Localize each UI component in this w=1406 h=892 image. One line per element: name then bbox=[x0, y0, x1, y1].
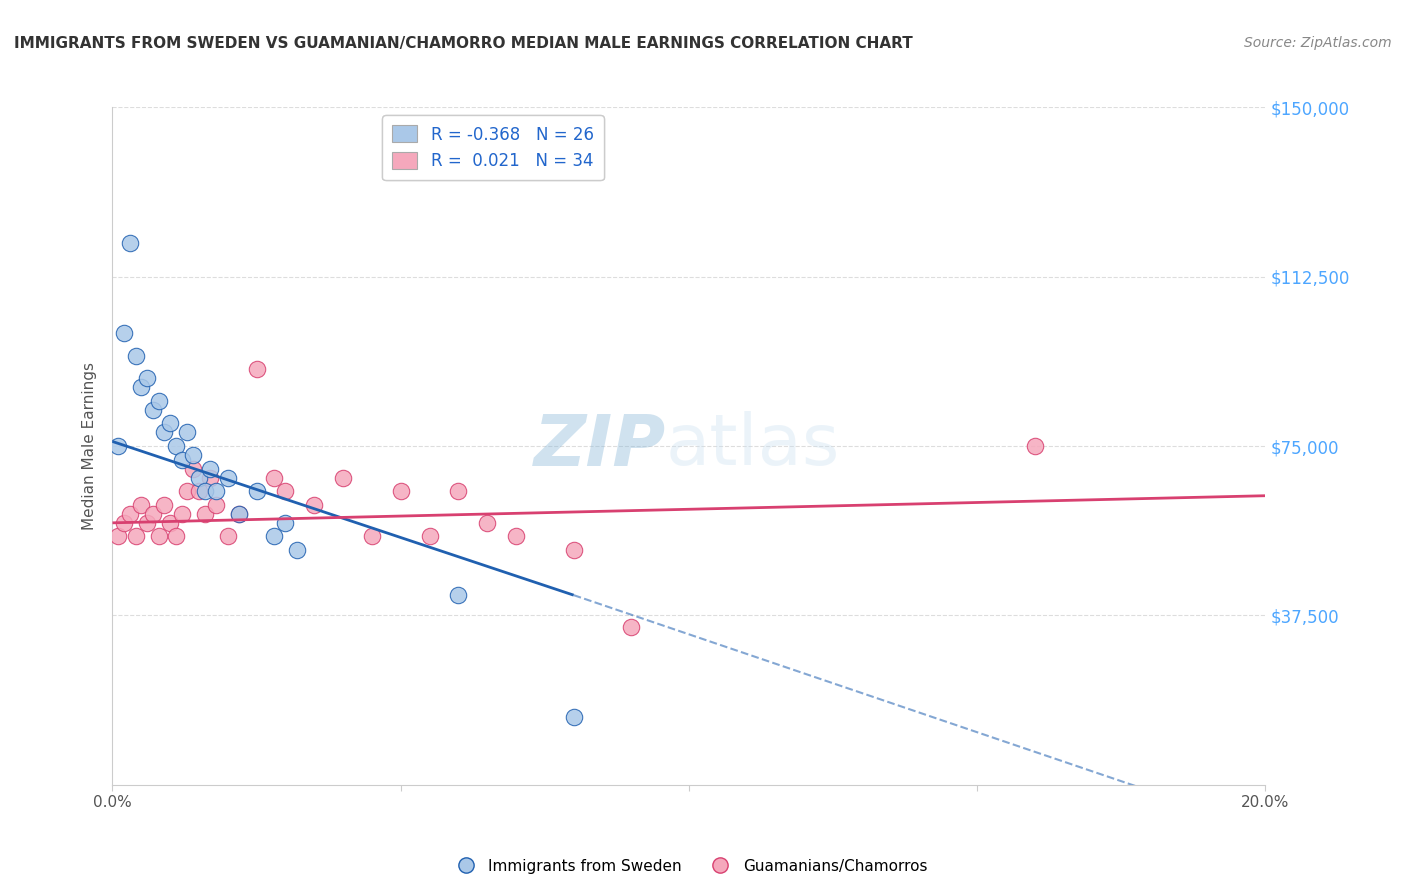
Point bbox=[159, 417, 181, 431]
Point bbox=[200, 470, 222, 484]
Point bbox=[228, 507, 250, 521]
Point bbox=[159, 516, 181, 530]
Point bbox=[304, 498, 326, 512]
Point bbox=[107, 439, 129, 453]
Point bbox=[228, 507, 250, 521]
Point bbox=[194, 507, 217, 521]
Point bbox=[274, 516, 297, 530]
Point bbox=[285, 543, 308, 558]
Point bbox=[217, 529, 239, 543]
Point bbox=[263, 529, 285, 543]
Point bbox=[176, 484, 198, 499]
Legend: R = -0.368   N = 26, R =  0.021   N = 34: R = -0.368 N = 26, R = 0.021 N = 34 bbox=[382, 115, 603, 180]
Legend: Immigrants from Sweden, Guamanians/Chamorros: Immigrants from Sweden, Guamanians/Chamo… bbox=[444, 853, 934, 880]
Point bbox=[153, 425, 176, 440]
Point bbox=[148, 393, 170, 408]
Point bbox=[129, 498, 153, 512]
Point bbox=[188, 470, 211, 484]
Point bbox=[148, 529, 170, 543]
Point bbox=[246, 484, 269, 499]
Point bbox=[217, 470, 239, 484]
Y-axis label: Median Male Earnings: Median Male Earnings bbox=[82, 362, 97, 530]
Text: ZIP: ZIP bbox=[534, 411, 666, 481]
Text: Source: ZipAtlas.com: Source: ZipAtlas.com bbox=[1244, 36, 1392, 50]
Point bbox=[1024, 439, 1046, 453]
Point bbox=[118, 235, 141, 250]
Point bbox=[332, 470, 354, 484]
Point bbox=[194, 484, 217, 499]
Text: atlas: atlas bbox=[666, 411, 841, 481]
Point bbox=[118, 507, 141, 521]
Point bbox=[263, 470, 285, 484]
Point bbox=[181, 461, 204, 475]
Point bbox=[389, 484, 412, 499]
Point bbox=[165, 439, 187, 453]
Point bbox=[620, 620, 643, 634]
Point bbox=[170, 507, 193, 521]
Point bbox=[274, 484, 297, 499]
Point bbox=[165, 529, 187, 543]
Point bbox=[181, 448, 204, 462]
Point bbox=[447, 484, 470, 499]
Point bbox=[205, 484, 228, 499]
Point bbox=[176, 425, 198, 440]
Point bbox=[170, 452, 193, 467]
Point bbox=[188, 484, 211, 499]
Point bbox=[505, 529, 527, 543]
Point bbox=[129, 380, 153, 394]
Point bbox=[200, 461, 222, 475]
Point bbox=[246, 362, 269, 376]
Point bbox=[124, 349, 146, 363]
Point bbox=[205, 498, 228, 512]
Point bbox=[475, 516, 499, 530]
Text: IMMIGRANTS FROM SWEDEN VS GUAMANIAN/CHAMORRO MEDIAN MALE EARNINGS CORRELATION CH: IMMIGRANTS FROM SWEDEN VS GUAMANIAN/CHAM… bbox=[14, 36, 912, 51]
Point bbox=[124, 529, 146, 543]
Point bbox=[153, 498, 176, 512]
Point bbox=[447, 588, 470, 602]
Point bbox=[136, 371, 159, 385]
Point bbox=[142, 402, 165, 417]
Point bbox=[112, 516, 135, 530]
Point bbox=[136, 516, 159, 530]
Point bbox=[562, 543, 585, 558]
Point bbox=[142, 507, 165, 521]
Point bbox=[562, 710, 585, 724]
Point bbox=[419, 529, 441, 543]
Point bbox=[112, 326, 135, 340]
Point bbox=[360, 529, 382, 543]
Point bbox=[107, 529, 129, 543]
